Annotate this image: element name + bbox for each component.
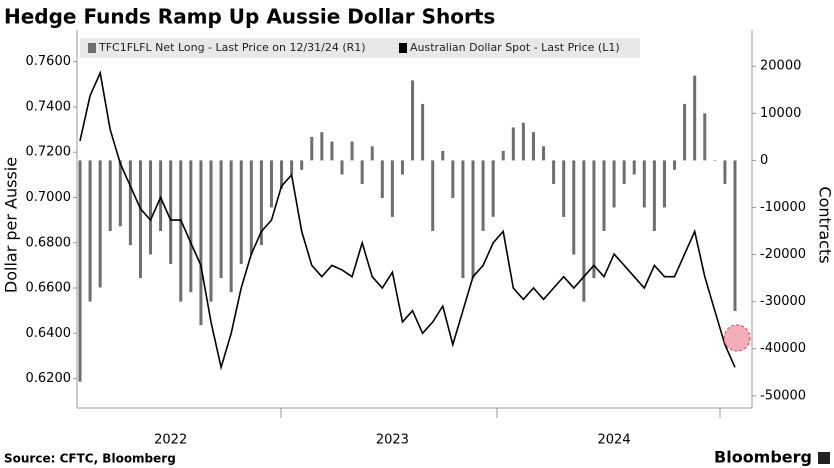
bar bbox=[310, 136, 314, 161]
legend-swatch bbox=[88, 43, 96, 53]
y-tick-label: 0.6600 bbox=[26, 281, 72, 296]
bar bbox=[128, 160, 132, 246]
bar bbox=[330, 141, 334, 161]
y-tick-label: 0.7400 bbox=[26, 99, 72, 114]
bar bbox=[652, 160, 656, 232]
bar bbox=[149, 160, 153, 255]
bar bbox=[461, 160, 465, 279]
bar bbox=[400, 160, 404, 175]
bar bbox=[239, 160, 243, 264]
bar bbox=[340, 160, 344, 175]
bar bbox=[189, 160, 193, 293]
bar bbox=[673, 160, 677, 170]
y-axis-label: Dollar per Aussie bbox=[2, 157, 21, 293]
bar bbox=[511, 127, 515, 161]
bar bbox=[471, 160, 475, 279]
bar bbox=[98, 160, 102, 288]
bar bbox=[219, 160, 223, 279]
legend-swatch bbox=[399, 43, 407, 53]
x-tick-label: 2023 bbox=[376, 433, 409, 448]
bar bbox=[683, 103, 687, 161]
bar bbox=[662, 160, 666, 208]
bar bbox=[572, 160, 576, 255]
bar bbox=[451, 160, 455, 199]
bar bbox=[491, 160, 495, 217]
bar bbox=[693, 75, 697, 161]
bar bbox=[88, 160, 92, 302]
bar bbox=[582, 160, 586, 302]
bar bbox=[501, 150, 505, 161]
bar bbox=[390, 160, 394, 217]
bar bbox=[259, 160, 263, 246]
y2-tick-label: -10000 bbox=[760, 200, 806, 215]
bar bbox=[421, 103, 425, 161]
bar bbox=[441, 150, 445, 161]
bar bbox=[269, 160, 273, 208]
y2-tick-label: -40000 bbox=[760, 341, 806, 356]
bar bbox=[229, 160, 233, 293]
highlight bbox=[723, 324, 751, 352]
y2-tick-label: 20000 bbox=[760, 59, 801, 74]
y-tick-label: 0.6200 bbox=[26, 371, 72, 386]
x-tick-label: 2022 bbox=[154, 433, 187, 448]
bar bbox=[138, 160, 142, 279]
y2-tick-label: 0 bbox=[760, 153, 768, 168]
bar bbox=[169, 160, 173, 264]
y2-tick-label: -50000 bbox=[760, 388, 806, 403]
bar bbox=[703, 113, 707, 161]
bar bbox=[713, 160, 717, 161]
y-tick-label: 0.6400 bbox=[26, 326, 72, 341]
bar bbox=[542, 146, 546, 161]
bar bbox=[350, 141, 354, 161]
bar bbox=[380, 160, 384, 199]
bar bbox=[602, 160, 606, 232]
bar bbox=[360, 160, 364, 184]
bar bbox=[179, 160, 183, 302]
bar bbox=[733, 160, 737, 312]
bar bbox=[280, 160, 284, 189]
y-tick-label: 0.7200 bbox=[26, 145, 72, 160]
y2-axis-label: Contracts bbox=[816, 186, 834, 263]
bar bbox=[612, 160, 616, 208]
brand-icon bbox=[818, 452, 830, 464]
y2-tick-label: 10000 bbox=[760, 106, 801, 121]
source-note: Source: CFTC, Bloomberg bbox=[4, 452, 176, 466]
legend-label: Australian Dollar Spot - Last Price (L1) bbox=[410, 41, 620, 54]
bar bbox=[249, 160, 253, 255]
bar bbox=[108, 160, 112, 232]
y-tick-label: 0.6800 bbox=[26, 235, 72, 250]
bar bbox=[431, 160, 435, 232]
bar bbox=[78, 160, 82, 382]
bar bbox=[531, 132, 535, 161]
y-tick-label: 0.7600 bbox=[26, 54, 72, 69]
bar bbox=[642, 160, 646, 208]
legend bbox=[80, 38, 640, 58]
chart-title: Hedge Funds Ramp Up Aussie Dollar Shorts bbox=[4, 5, 495, 29]
bar bbox=[370, 146, 374, 161]
bar bbox=[723, 160, 727, 184]
bar bbox=[562, 160, 566, 217]
line bbox=[79, 70, 736, 371]
y2-tick-label: -20000 bbox=[760, 247, 806, 262]
bar bbox=[320, 132, 324, 161]
bar bbox=[481, 160, 485, 232]
bar bbox=[592, 160, 596, 279]
y2-tick-label: -30000 bbox=[760, 294, 806, 309]
bar bbox=[118, 160, 122, 227]
bar bbox=[209, 160, 213, 302]
bar bbox=[622, 160, 626, 184]
bar bbox=[199, 160, 203, 326]
x-tick-label: 2024 bbox=[598, 433, 631, 448]
y-tick-label: 0.7000 bbox=[26, 190, 72, 205]
bar bbox=[632, 160, 636, 175]
brand: Bloomberg bbox=[714, 448, 812, 467]
bar bbox=[521, 122, 525, 161]
legend-label: TFC1FLFL Net Long - Last Price on 12/31/… bbox=[98, 41, 366, 54]
bar bbox=[552, 160, 556, 184]
bar bbox=[411, 80, 415, 161]
bar bbox=[290, 160, 294, 175]
bar bbox=[300, 160, 304, 170]
